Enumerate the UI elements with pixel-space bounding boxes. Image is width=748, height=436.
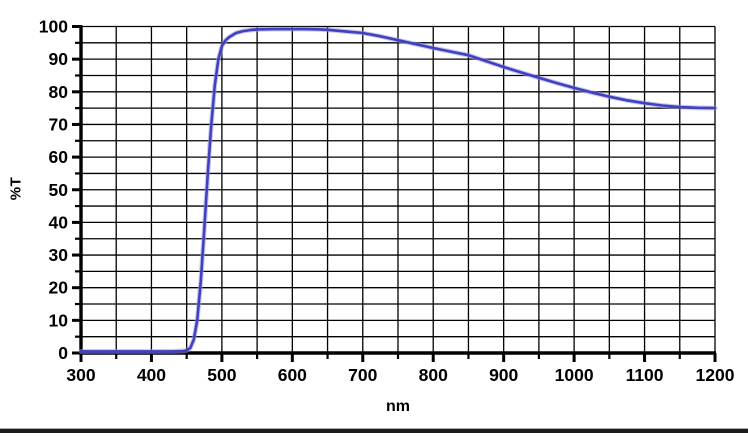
y-tick-label: 30 — [49, 245, 69, 265]
x-tick-label: 800 — [419, 365, 448, 385]
y-tick-label: 70 — [49, 114, 69, 134]
y-tick-label: 80 — [49, 82, 69, 102]
x-tick-label: 400 — [137, 365, 166, 385]
x-tick-label: 700 — [348, 365, 377, 385]
x-tick-label: 300 — [66, 365, 95, 385]
y-tick-label: 90 — [49, 49, 69, 69]
x-tick-label: 900 — [489, 365, 518, 385]
x-tick-label: 1000 — [555, 365, 594, 385]
x-tick-label: 1200 — [696, 365, 735, 385]
y-axis-title: %T — [7, 176, 25, 201]
x-tick-label: 500 — [207, 365, 236, 385]
transmission-curve — [79, 27, 717, 353]
y-tick-label: 40 — [49, 212, 69, 232]
x-tick-label: 1100 — [626, 365, 664, 385]
y-tick-label: 20 — [49, 278, 69, 298]
y-tick-label: 60 — [49, 147, 69, 167]
x-axis-title: nm — [386, 398, 410, 415]
bottom-divider — [0, 428, 748, 433]
y-tick-label: 100 — [39, 17, 68, 37]
y-tick-label: 50 — [49, 180, 69, 200]
y-tick-label: 10 — [49, 310, 69, 330]
x-tick-label: 600 — [278, 365, 307, 385]
y-tick-label: 0 — [58, 343, 68, 363]
